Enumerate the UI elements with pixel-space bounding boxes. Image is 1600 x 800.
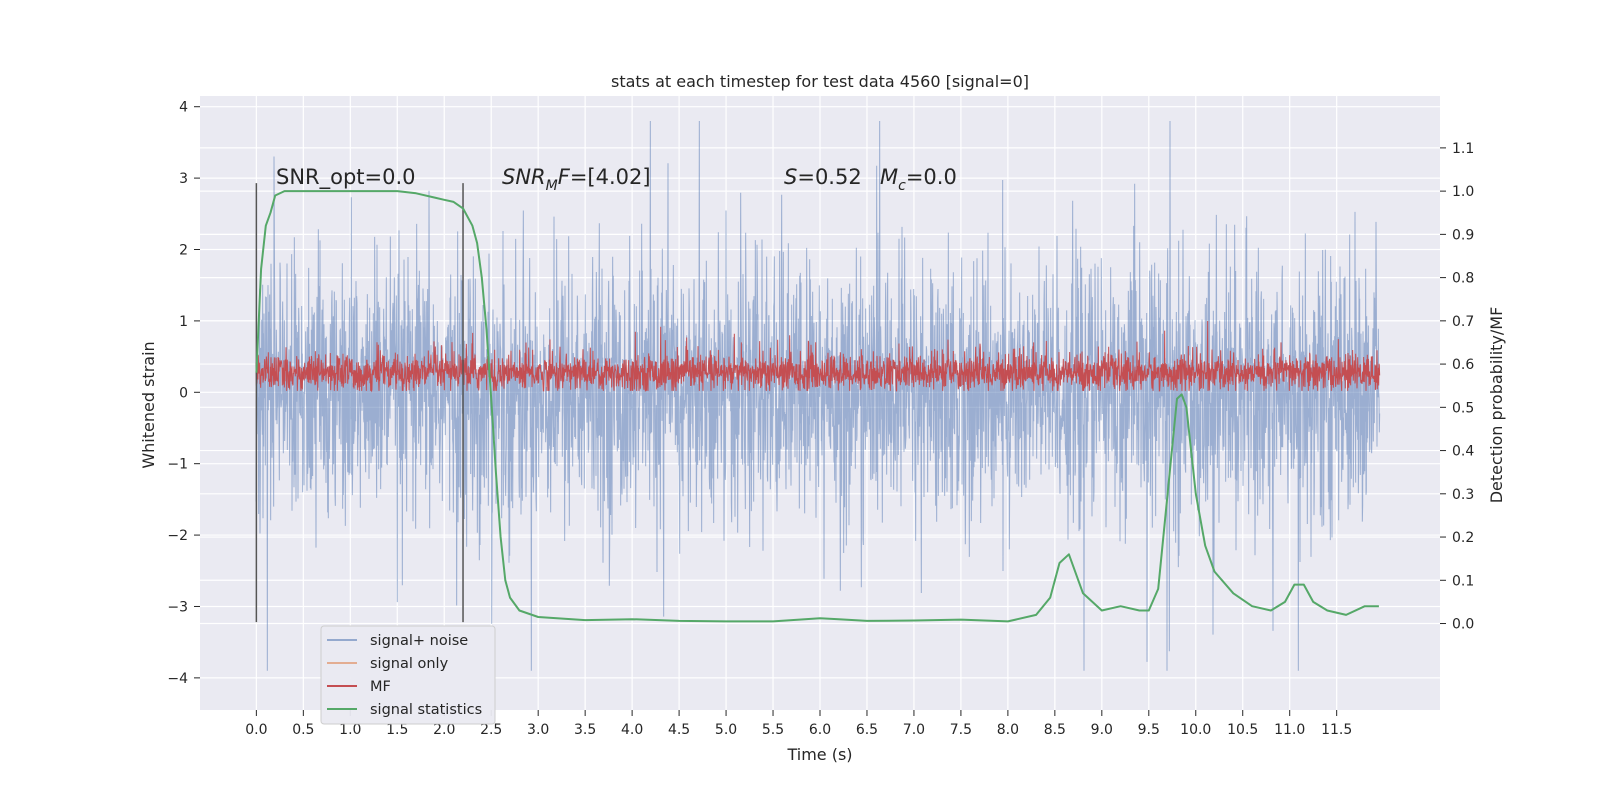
annotation-snr-mf: SNRMF=[4.02] bbox=[502, 165, 651, 194]
x-tick-label: 1.5 bbox=[386, 722, 408, 738]
y-right-tick-label: 0.5 bbox=[1452, 400, 1474, 416]
y-left-tick-label: −1 bbox=[167, 457, 188, 473]
x-axis-label: Time (s) bbox=[786, 745, 852, 764]
annotation-mc-main: M bbox=[880, 165, 898, 189]
annotation-mc: Mc=0.0 bbox=[880, 165, 957, 194]
y-right-tick-label: 0.2 bbox=[1452, 530, 1474, 546]
annotation-snr-mf-f: F bbox=[558, 165, 571, 189]
y-axis-left-label: Whitened strain bbox=[139, 341, 158, 468]
x-tick-label: 4.0 bbox=[621, 722, 643, 738]
y-left-tick-label: 3 bbox=[179, 171, 188, 187]
x-tick-label: 1.0 bbox=[339, 722, 361, 738]
y-right-tick-label: 1.1 bbox=[1452, 141, 1474, 157]
annotation-snr-mf-main: SNR bbox=[502, 165, 546, 189]
x-tick-label: 11.0 bbox=[1274, 722, 1305, 738]
annotation-snr-mf-value: =[4.02] bbox=[570, 165, 651, 189]
window-markers bbox=[255, 183, 464, 623]
x-tick-label: 8.5 bbox=[1044, 722, 1066, 738]
y-axis-right-label: Detection probability/MF bbox=[1487, 307, 1506, 504]
y-left-tick-label: −2 bbox=[167, 528, 188, 544]
y-right-tick-label: 0.7 bbox=[1452, 314, 1474, 330]
x-tick-label: 6.5 bbox=[856, 722, 878, 738]
legend-label-signal-plus-noise: signal+ noise bbox=[370, 633, 468, 649]
chart-title: stats at each timestep for test data 456… bbox=[611, 72, 1029, 91]
y-right-tick-label: 1.0 bbox=[1452, 184, 1474, 200]
x-tick-label: 0.0 bbox=[245, 722, 267, 738]
x-tick-label: 5.5 bbox=[762, 722, 784, 738]
y-left-tick-label: −3 bbox=[167, 599, 188, 615]
annotation-snr-opt: SNR_opt=0.0 bbox=[276, 165, 416, 190]
y-right-tick-label: 0.6 bbox=[1452, 357, 1474, 373]
annotation-s: S=0.52 bbox=[784, 165, 862, 189]
y-right-tick-label: 0.0 bbox=[1452, 617, 1474, 633]
x-tick-label: 7.0 bbox=[903, 722, 925, 738]
annotation-s-value: =0.52 bbox=[797, 165, 861, 189]
y-right-tick-label: 0.8 bbox=[1452, 271, 1474, 287]
y-right-tick-label: 0.4 bbox=[1452, 444, 1474, 460]
x-tick-label: 7.5 bbox=[950, 722, 972, 738]
x-tick-label: 6.0 bbox=[809, 722, 831, 738]
x-tick-label: 5.0 bbox=[715, 722, 737, 738]
x-tick-label: 9.5 bbox=[1138, 722, 1160, 738]
y-left-tick-label: 1 bbox=[179, 314, 188, 330]
x-tick-label: 4.5 bbox=[668, 722, 690, 738]
y-left-tick-label: −4 bbox=[167, 671, 188, 687]
x-tick-label: 10.5 bbox=[1227, 722, 1258, 738]
y-right-tick-label: 0.3 bbox=[1452, 487, 1474, 503]
x-tick-label: 0.5 bbox=[292, 722, 314, 738]
axis-ticks: 0.0 0.5 1.0 1.5 2.0 2.5 3.0 3.5 4.0 4.5 5.0 5.5 6.0 6… bbox=[167, 100, 1474, 738]
legend-label-signal-statistics: signal statistics bbox=[370, 702, 482, 718]
y-left-tick-label: 4 bbox=[179, 100, 188, 116]
legend-box bbox=[320, 625, 496, 725]
legend: signal+ noise signal only MF signal stat… bbox=[320, 625, 496, 725]
signal-statistics-series bbox=[255, 190, 1379, 623]
annotation-snr-mf-sub: M bbox=[546, 178, 558, 194]
x-tick-label: 11.5 bbox=[1321, 722, 1352, 738]
annotation-s-main: S bbox=[784, 165, 797, 189]
y-right-tick-label: 0.1 bbox=[1452, 573, 1474, 589]
y-right-tick-label: 0.9 bbox=[1452, 227, 1474, 243]
x-tick-label: 3.0 bbox=[527, 722, 549, 738]
mf-series bbox=[255, 320, 1381, 393]
x-tick-label: 2.5 bbox=[480, 722, 502, 738]
x-tick-label: 9.0 bbox=[1091, 722, 1113, 738]
annotations: SNR_opt=0.0 SNRMF=[4.02] S=0.52 Mc=0.0 bbox=[276, 165, 957, 194]
y-left-tick-label: 0 bbox=[179, 385, 188, 401]
x-tick-label: 2.0 bbox=[433, 722, 455, 738]
x-tick-label: 10.0 bbox=[1180, 722, 1211, 738]
legend-label-signal-only: signal only bbox=[370, 656, 449, 672]
legend-label-mf: MF bbox=[370, 679, 391, 695]
annotation-mc-sub: c bbox=[898, 178, 906, 194]
x-tick-label: 3.5 bbox=[574, 722, 596, 738]
y-left-tick-label: 2 bbox=[179, 243, 188, 259]
annotation-mc-value: =0.0 bbox=[906, 165, 957, 189]
signal-statistics-line bbox=[255, 190, 1379, 623]
x-tick-label: 8.0 bbox=[997, 722, 1019, 738]
mf-line bbox=[255, 320, 1381, 393]
